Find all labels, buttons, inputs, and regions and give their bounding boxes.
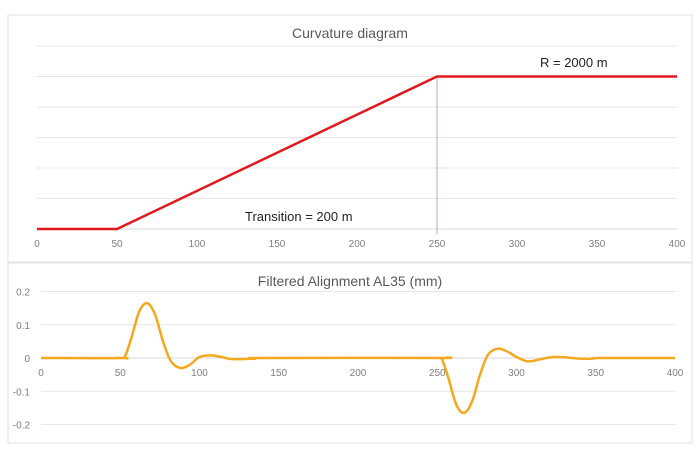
alignment-chart-frame [7,262,693,444]
x-tick-label: 300 [509,239,526,250]
x-tick-label: 200 [349,239,366,250]
alignment-chart-title: Filtered Alignment AL35 (mm) [258,273,442,289]
x-tick-label: 250 [429,368,446,379]
x-tick-label: 350 [587,368,604,379]
x-tick-label: 100 [189,239,206,250]
x-tick-label: 400 [667,368,684,379]
x-tick-label: 50 [115,368,127,379]
y-tick-label: 0.2 [16,288,30,299]
x-tick-label: 150 [270,368,287,379]
x-tick-label: 0 [38,368,44,379]
transition-annotation: Transition = 200 m [245,209,353,224]
x-tick-label: 0 [34,239,40,250]
radius-annotation: R = 2000 m [540,55,608,70]
x-tick-label: 350 [589,239,606,250]
y-tick-label: -0.2 [13,421,31,432]
curvature-chart-frame [7,14,693,263]
x-tick-label: 100 [191,368,208,379]
y-tick-label: 0 [24,354,30,365]
curvature-line [37,75,677,231]
x-tick-label: 50 [111,239,123,250]
x-tick-label: 400 [669,239,686,250]
alignment-line [40,301,676,415]
y-tick-label: -0.1 [13,387,31,398]
x-tick-label: 200 [350,368,367,379]
curvature-chart-title: Curvature diagram [292,25,408,41]
x-tick-label: 150 [269,239,286,250]
y-tick-label: 0.1 [16,321,30,332]
x-tick-label: 250 [429,239,446,250]
x-tick-label: 300 [508,368,525,379]
